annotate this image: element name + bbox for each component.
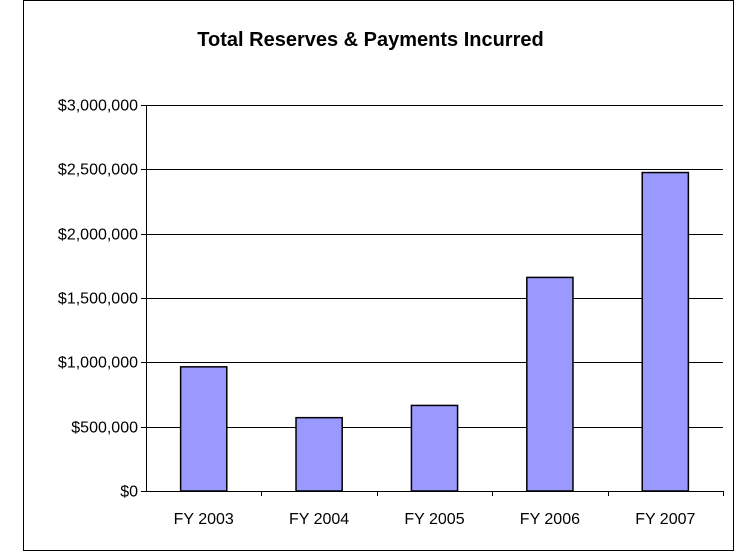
- x-tick-label: FY 2003: [174, 511, 234, 528]
- chart-frame: [23, 0, 734, 551]
- y-tick-label: $500,000: [71, 420, 138, 437]
- bar-fy-2006: [526, 276, 574, 492]
- chart-title: Total Reserves & Payments Incurred: [197, 29, 544, 51]
- bars: [179, 171, 690, 492]
- y-tick-label: $0: [120, 484, 138, 501]
- x-tick-labels: FY 2003 FY 2004 FY 2005 FY 2006 FY 2007: [174, 511, 696, 528]
- x-tick-label: FY 2006: [520, 511, 580, 528]
- y-tick-label: $3,000,000: [58, 98, 138, 115]
- bar-fy-2005: [410, 404, 459, 492]
- y-tick-label: $1,500,000: [58, 291, 138, 308]
- y-tick-labels: $0 $500,000 $1,000,000 $1,500,000 $2,000,000…: [58, 98, 138, 501]
- bar-fy-2007: [641, 171, 690, 492]
- y-tick-label: $2,500,000: [58, 162, 138, 179]
- y-tick-label: $2,000,000: [58, 227, 138, 244]
- x-tick-label: FY 2007: [635, 511, 695, 528]
- x-tick-label: FY 2005: [404, 511, 464, 528]
- bar-fy-2003: [179, 366, 228, 492]
- bar-fy-2004: [295, 416, 343, 492]
- gridlines: [146, 105, 723, 428]
- y-tick-label: $1,000,000: [58, 355, 138, 372]
- x-tick-label: FY 2004: [289, 511, 349, 528]
